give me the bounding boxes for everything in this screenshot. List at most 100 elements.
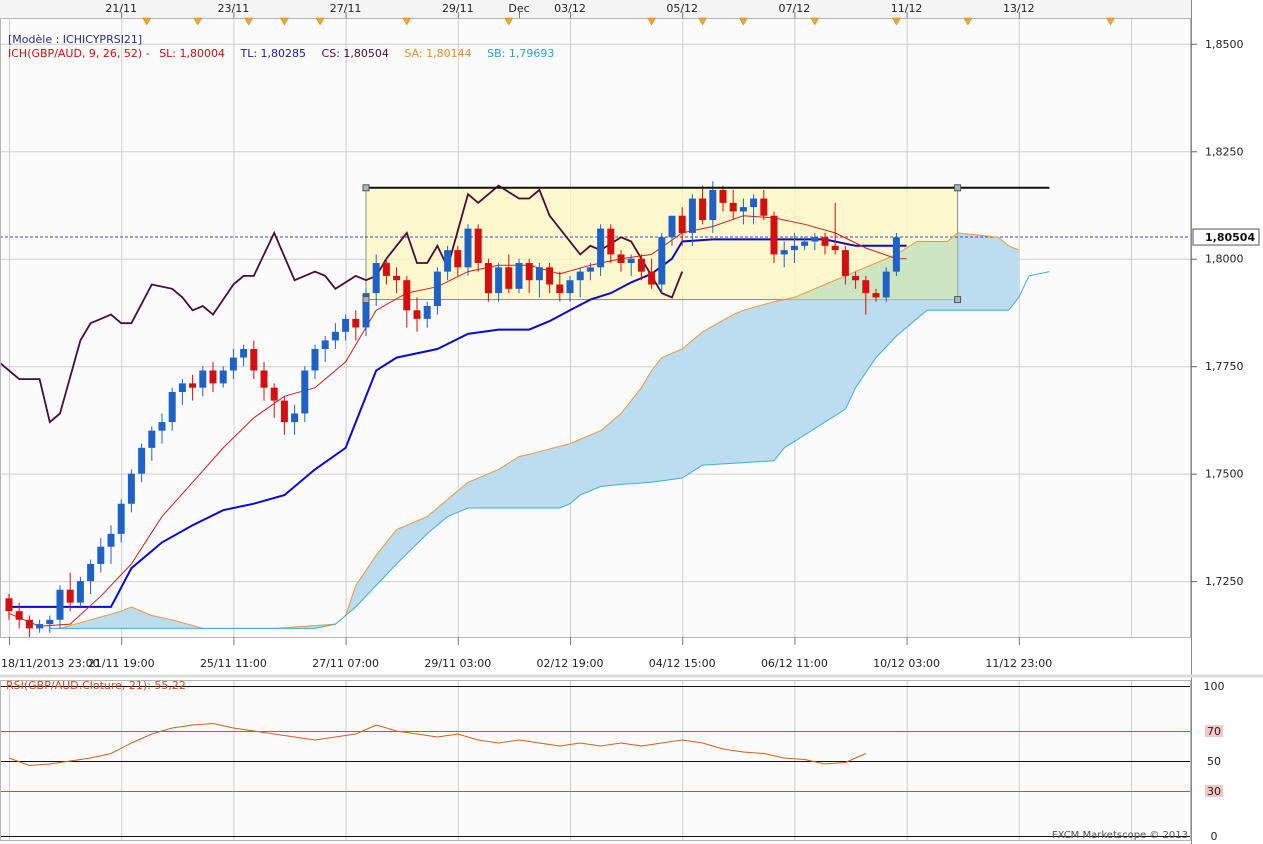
event-marker-icon[interactable] — [402, 17, 412, 26]
candle — [403, 275, 411, 328]
candle-body — [393, 275, 401, 281]
candle-body — [331, 331, 339, 341]
candle — [423, 301, 431, 328]
rsi-level-label: 0 — [1211, 830, 1218, 843]
candle-body — [219, 370, 227, 384]
candle — [127, 469, 135, 513]
senkou-span-b-line — [49, 271, 1050, 629]
rsi-axis: 100 70 50 30 0 — [1204, 680, 1225, 843]
box-handle[interactable] — [954, 184, 962, 192]
candle-body — [576, 271, 584, 281]
event-marker-icon[interactable] — [647, 17, 657, 26]
candle-body — [127, 473, 135, 504]
candle — [719, 185, 727, 212]
event-marker-icon[interactable] — [698, 17, 708, 26]
candle — [342, 314, 350, 341]
candle-body — [607, 228, 615, 255]
event-marker-icon[interactable] — [891, 17, 901, 26]
drawing-overlays[interactable] — [362, 184, 1050, 304]
price-tick-label: 1,8000 — [1205, 253, 1244, 266]
candle-body — [474, 228, 482, 264]
candle-body — [87, 563, 95, 582]
ichimoku-lines — [0, 184, 1191, 629]
candle-body — [750, 198, 758, 208]
candle-body — [250, 348, 258, 371]
box-handle[interactable] — [362, 184, 370, 192]
candle — [862, 275, 870, 315]
event-marker-icon[interactable] — [279, 17, 289, 26]
candle — [229, 348, 237, 380]
candle — [464, 224, 472, 276]
candle-body — [811, 237, 819, 242]
candle — [790, 232, 798, 264]
candle-body — [882, 271, 890, 298]
candle-body — [240, 348, 248, 358]
candle-body — [739, 207, 747, 212]
box-handle[interactable] — [362, 296, 370, 304]
time-label: 10/12 03:00 — [873, 657, 940, 670]
candle-body — [158, 422, 166, 431]
rsi-level-label: 50 — [1207, 755, 1221, 768]
senkou-span-a-line — [49, 232, 1019, 629]
candle-body — [495, 267, 503, 294]
candle-body — [852, 275, 860, 281]
candle — [566, 275, 574, 302]
candle — [260, 361, 268, 401]
candle-body — [444, 250, 452, 272]
candle-body — [321, 340, 329, 349]
candle — [658, 232, 666, 294]
top-date-label: 07/12 — [779, 2, 811, 15]
candle — [892, 232, 900, 276]
candle-body — [821, 237, 829, 246]
candle — [872, 288, 880, 302]
box-handle[interactable] — [954, 296, 962, 304]
candle — [372, 254, 380, 307]
candle-body — [484, 263, 492, 294]
candle — [780, 241, 788, 268]
candle — [209, 361, 217, 392]
event-marker-icon[interactable] — [1106, 17, 1116, 26]
event-marker-icon[interactable] — [504, 17, 514, 26]
candle — [291, 404, 299, 435]
candle-body — [423, 306, 431, 319]
candle — [678, 207, 686, 246]
candle — [750, 194, 758, 225]
ichimoku-legend: ICH(GBP/AUD, 9, 26, 52) - SL: 1,80004 TL… — [8, 47, 554, 60]
candle-body — [5, 598, 13, 612]
candle-body — [280, 400, 288, 423]
candle — [444, 245, 452, 281]
candle — [699, 185, 707, 225]
candle-body — [66, 589, 74, 603]
candle-body — [801, 241, 809, 246]
cloud-fill — [49, 232, 1019, 629]
candle-body — [189, 383, 197, 388]
candle-body — [525, 263, 533, 281]
time-label: 27/11 07:00 — [312, 657, 379, 670]
legend-sl: SL: 1,80004 — [159, 47, 225, 60]
legend-sb: SB: 1,79693 — [487, 47, 554, 60]
candle — [178, 379, 186, 405]
time-label: 18/11/2013 23:00 — [1, 657, 100, 670]
candle — [495, 263, 503, 302]
legend-sa: SA: 1,80144 — [404, 47, 471, 60]
candle-body — [617, 254, 625, 264]
candle-body — [658, 237, 666, 285]
event-marker-icon[interactable] — [193, 17, 203, 26]
event-marker-icon[interactable] — [244, 17, 254, 26]
price-tick-label: 1,7500 — [1205, 468, 1244, 481]
candle-body — [637, 258, 645, 272]
event-marker-icon[interactable] — [315, 17, 325, 26]
event-marker-icon[interactable] — [142, 17, 152, 26]
candle-body — [97, 546, 105, 564]
candle — [831, 202, 839, 255]
candle-body — [229, 357, 237, 371]
event-marker-icon[interactable] — [810, 17, 820, 26]
candle-body — [535, 267, 543, 281]
time-label: 04/12 15:00 — [649, 657, 716, 670]
event-marker-icon[interactable] — [738, 17, 748, 26]
top-date-label: 13/12 — [1003, 2, 1035, 15]
candle-body — [546, 267, 554, 285]
event-marker-icon[interactable] — [963, 17, 973, 26]
candle-body — [352, 318, 360, 328]
